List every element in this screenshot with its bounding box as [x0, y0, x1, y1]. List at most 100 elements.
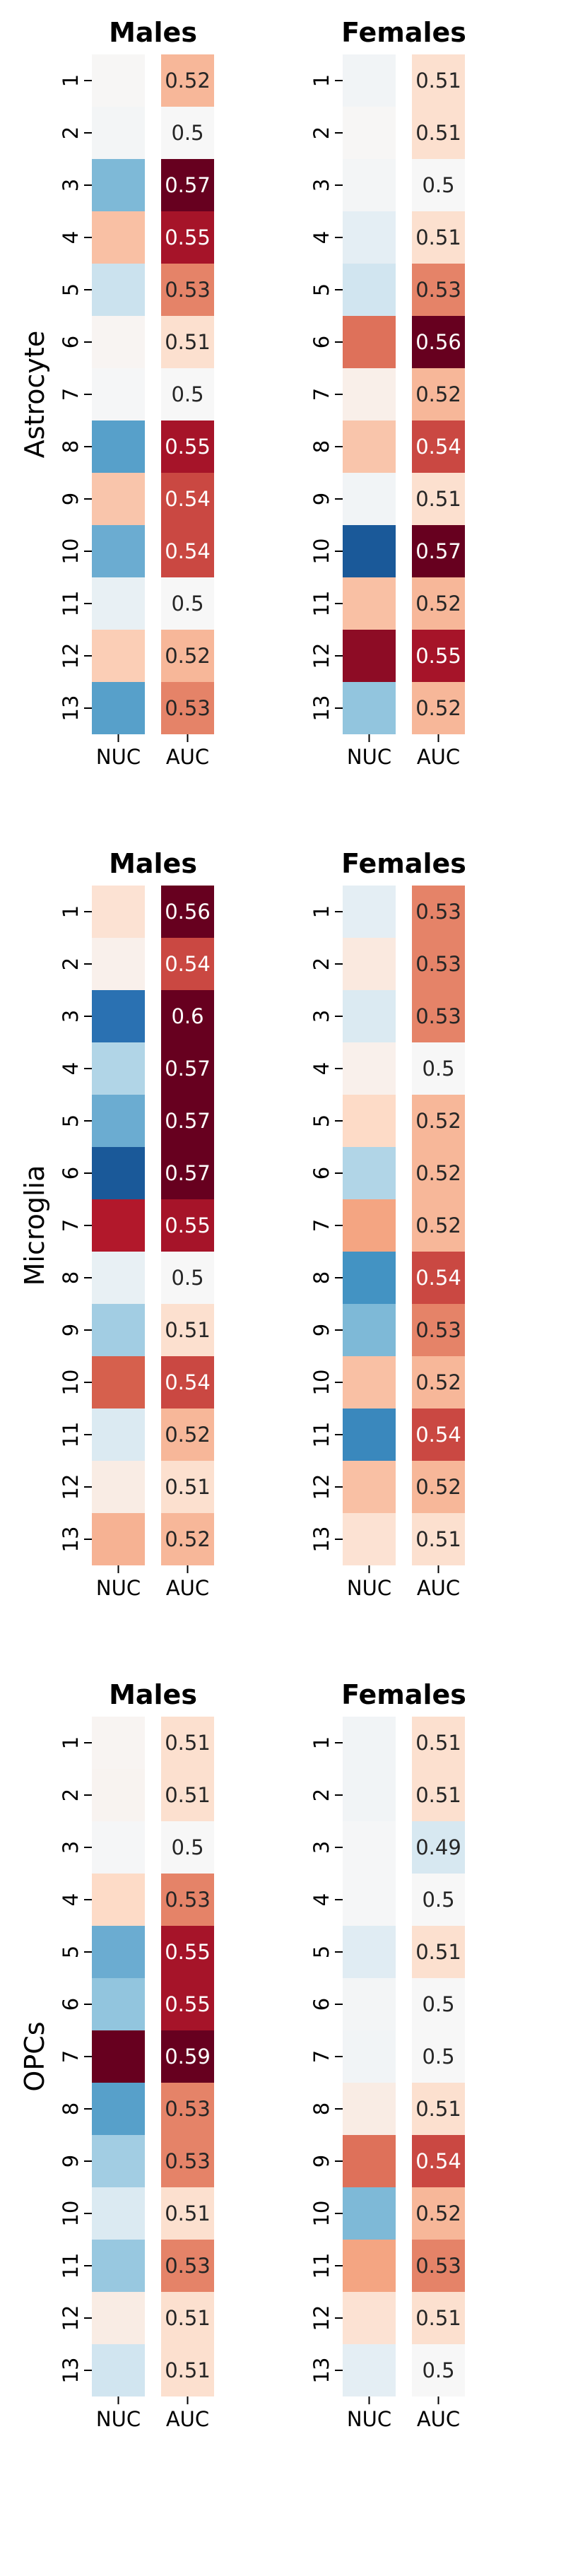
nuc-cell	[343, 316, 396, 368]
y-tick-label: 2	[59, 958, 83, 970]
auc-cell	[161, 1926, 214, 1978]
nuc-cell	[92, 1304, 145, 1356]
x-tick-label: AUC	[417, 2407, 460, 2431]
nuc-cell	[343, 630, 396, 682]
auc-cell	[161, 264, 214, 316]
auc-cell	[161, 886, 214, 938]
auc-cell	[412, 1252, 465, 1304]
auc-value-label: 0.53	[415, 900, 461, 924]
auc-value-label: 0.56	[165, 900, 211, 924]
nuc-cell	[92, 2030, 145, 2083]
y-tick-label: 7	[309, 2050, 333, 2063]
auc-cell	[161, 1408, 214, 1461]
auc-cell	[412, 886, 465, 938]
auc-cell	[161, 2030, 214, 2083]
auc-cell	[412, 1717, 465, 1769]
nuc-cell	[92, 2187, 145, 2240]
y-tick-label: 3	[59, 1010, 83, 1023]
nuc-cell	[92, 1461, 145, 1513]
nuc-cell	[92, 264, 145, 316]
auc-cell	[412, 316, 465, 368]
y-tick-label: 2	[309, 127, 333, 139]
y-tick-label: 3	[309, 1010, 333, 1023]
auc-cell	[161, 1356, 214, 1408]
auc-value-label: 0.51	[415, 225, 461, 249]
panel-females: Females0.5310.5320.5330.540.5250.5260.52…	[309, 848, 466, 1600]
y-tick-label: 9	[59, 2155, 83, 2168]
auc-cell	[412, 1769, 465, 1821]
auc-value-label: 0.5	[171, 382, 203, 406]
auc-value-label: 0.51	[415, 487, 461, 511]
auc-cell	[412, 2344, 465, 2396]
y-tick-label: 6	[59, 1998, 83, 2011]
nuc-cell	[92, 1356, 145, 1408]
auc-cell	[161, 630, 214, 682]
auc-cell	[412, 1042, 465, 1095]
y-tick-label: 5	[309, 283, 333, 296]
heatmap-group-astrocyte: AstrocyteMales0.5210.520.5730.5540.5350.…	[19, 17, 466, 769]
auc-value-label: 0.51	[415, 1783, 461, 1807]
nuc-cell	[343, 577, 396, 630]
nuc-cell	[343, 1717, 396, 1769]
auc-value-label: 0.52	[415, 1109, 461, 1133]
auc-value-label: 0.51	[165, 1731, 211, 1755]
y-tick-label: 4	[309, 1893, 333, 1906]
heatmap-group-opcs: OPCsMales0.5110.5120.530.5340.5550.5560.…	[19, 1679, 466, 2431]
auc-value-label: 0.54	[165, 952, 211, 976]
nuc-cell	[343, 990, 396, 1042]
nuc-cell	[92, 473, 145, 525]
nuc-cell	[92, 316, 145, 368]
nuc-cell	[92, 2083, 145, 2135]
auc-cell	[161, 54, 214, 107]
auc-cell	[412, 107, 465, 159]
auc-cell	[412, 368, 465, 420]
panel-females: Females0.5110.5120.4930.540.5150.560.570…	[309, 1679, 466, 2431]
auc-cell	[161, 1978, 214, 2030]
auc-value-label: 0.55	[165, 1992, 211, 2016]
y-tick-label: 10	[309, 2201, 333, 2227]
nuc-cell	[92, 990, 145, 1042]
y-tick-label: 7	[309, 1219, 333, 1232]
auc-value-label: 0.55	[165, 1213, 211, 1237]
panel-males: Males 0.56 1 0.54 2 0.6 3 0.57 4 0.57 5 0.57 6 0.55 7 0…	[59, 848, 214, 1600]
y-tick-label: 6	[309, 1998, 333, 2011]
y-tick-label: 4	[59, 1062, 83, 1075]
y-tick-label: 12	[309, 1474, 333, 1500]
auc-value-label: 0.57	[165, 1109, 211, 1133]
nuc-cell	[343, 2240, 396, 2292]
nuc-cell	[343, 1304, 396, 1356]
auc-cell	[161, 1513, 214, 1565]
y-tick-label: 11	[309, 2253, 333, 2279]
auc-cell	[412, 54, 465, 107]
nuc-cell	[343, 1199, 396, 1252]
y-tick-label: 11	[59, 2253, 83, 2279]
auc-value-label: 0.51	[165, 2306, 211, 2330]
auc-value-label: 0.53	[165, 2254, 211, 2278]
auc-value-label: 0.53	[415, 2254, 461, 2278]
y-tick-label: 8	[59, 1271, 83, 1284]
auc-cell	[412, 1513, 465, 1565]
nuc-cell	[92, 54, 145, 107]
auc-value-label: 0.51	[415, 121, 461, 145]
auc-value-label: 0.51	[165, 2358, 211, 2382]
x-tick-label: NUC	[96, 745, 141, 769]
auc-cell	[412, 1926, 465, 1978]
x-tick-label: NUC	[96, 2407, 141, 2431]
nuc-cell	[343, 886, 396, 938]
nuc-cell	[92, 1252, 145, 1304]
y-tick-label: 1	[59, 74, 83, 87]
y-tick-label: 4	[309, 1062, 333, 1075]
nuc-cell	[343, 525, 396, 577]
nuc-cell	[343, 1821, 396, 1874]
panel-title: Females	[341, 848, 466, 879]
auc-value-label: 0.5	[422, 1057, 454, 1081]
y-tick-label: 13	[59, 1527, 83, 1553]
auc-cell	[161, 2344, 214, 2396]
auc-value-label: 0.52	[165, 1423, 211, 1447]
nuc-cell	[92, 159, 145, 211]
nuc-cell	[343, 2344, 396, 2396]
auc-cell	[412, 159, 465, 211]
auc-value-label: 0.51	[415, 69, 461, 93]
auc-value-label: 0.51	[415, 1731, 461, 1755]
